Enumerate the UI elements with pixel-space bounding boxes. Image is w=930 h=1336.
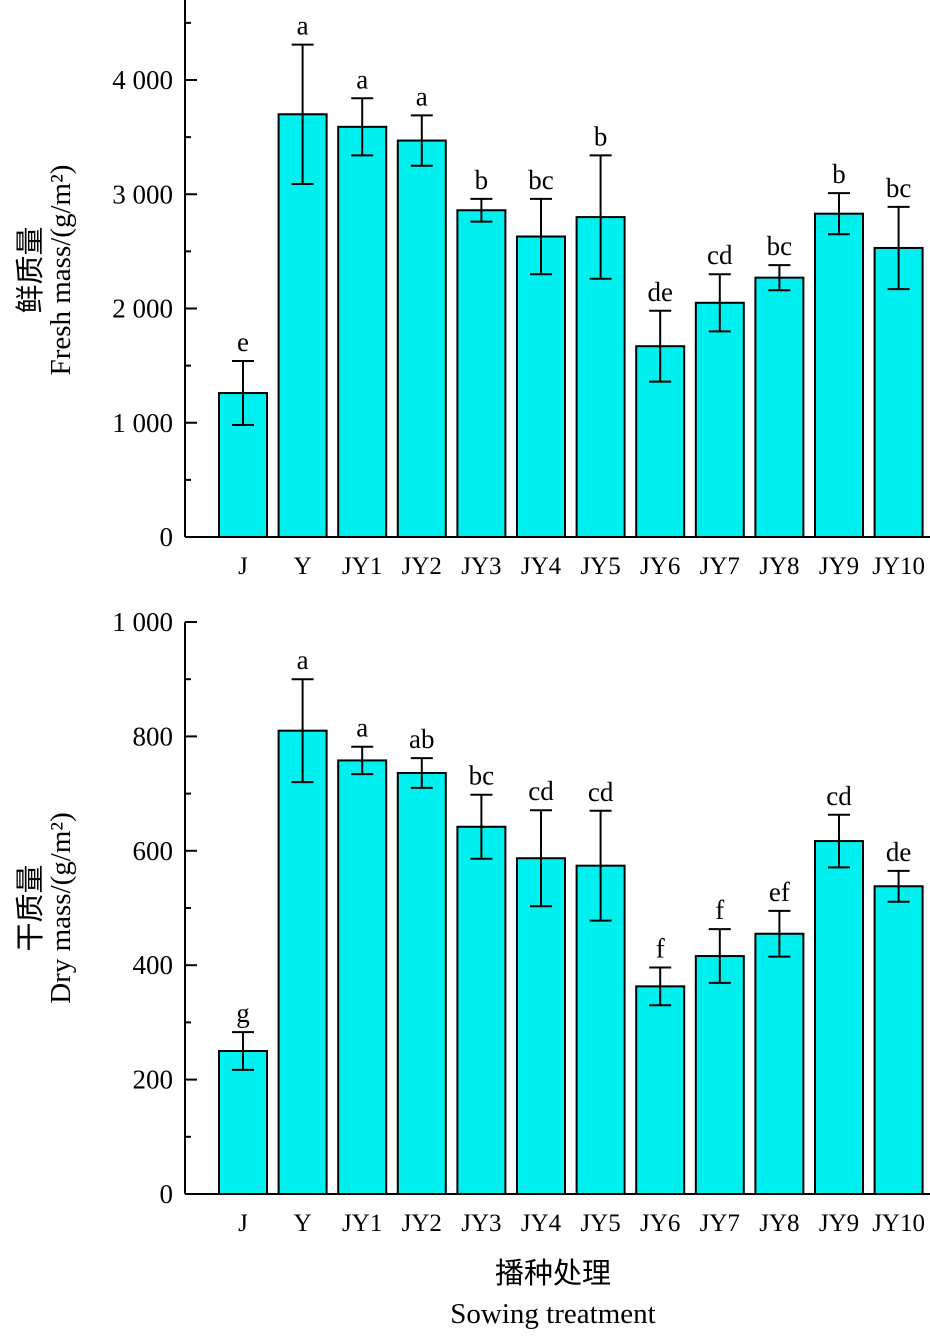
dry-sig-label-JY7: f xyxy=(715,895,724,925)
fresh-category-label: JY8 xyxy=(759,553,799,580)
fresh-sig-label-JY4: bc xyxy=(528,165,554,195)
dry-sig-label-Y: a xyxy=(297,645,309,675)
dry-category-label: JY9 xyxy=(819,1210,859,1237)
dry-category-label: JY7 xyxy=(700,1210,740,1237)
dry-category-label: JY5 xyxy=(580,1210,620,1237)
fresh-mass-chart: 鲜质量 Fresh mass/(g/m²) 0 1 000 2 000 3 000 4 … xyxy=(14,0,930,580)
dry-sig-label-JY1: a xyxy=(356,713,368,743)
fresh-ytick-label: 0 xyxy=(160,522,174,552)
dry-sig-label-JY6: f xyxy=(656,933,665,963)
fresh-ytick-label: 1 000 xyxy=(112,408,173,438)
dry-bar-JY3 xyxy=(456,825,507,1195)
dry-bar-JY10 xyxy=(873,885,924,1195)
dry-category-label: JY10 xyxy=(872,1210,925,1237)
fresh-ylabel-cn: 鲜质量 xyxy=(14,226,47,313)
xlabel: Sowing treatment xyxy=(450,1298,655,1330)
dry-category-label: Y xyxy=(294,1210,312,1237)
fresh-sig-label-JY10: bc xyxy=(886,173,912,203)
fresh-sig-label-Y: a xyxy=(297,11,309,41)
dry-sig-label-JY3: bc xyxy=(469,761,495,791)
fresh-sig-label-JY7: cd xyxy=(707,240,733,270)
fresh-category-label: JY1 xyxy=(342,553,382,580)
dry-bar-JY8 xyxy=(754,932,805,1195)
fresh-category-label: JY4 xyxy=(521,553,562,580)
dry-bar-J xyxy=(218,1050,268,1195)
fresh-ytick-label: 3 000 xyxy=(112,179,173,209)
fresh-ylabel: Fresh mass/(g/m²) xyxy=(45,165,77,376)
dry-sig-label-JY5: cd xyxy=(588,777,614,807)
fresh-bar-JY7 xyxy=(694,301,745,538)
dry-category-label: JY1 xyxy=(342,1210,382,1237)
fresh-category-label: JY7 xyxy=(700,553,740,580)
fresh-bar-JY8 xyxy=(754,276,805,538)
dry-category-label: JY4 xyxy=(521,1210,562,1237)
fresh-category-label: Y xyxy=(294,553,312,580)
dry-bar-JY7 xyxy=(694,955,745,1195)
dry-category-label: J xyxy=(238,1210,248,1237)
dry-ytick-label: 200 xyxy=(133,1065,174,1095)
fresh-category-label: JY9 xyxy=(819,553,859,580)
fresh-bar-JY10 xyxy=(873,246,924,538)
dry-sig-label-JY9: cd xyxy=(826,781,852,811)
dry-bar-JY4 xyxy=(516,857,566,1196)
fresh-sig-label-JY1: a xyxy=(356,64,368,94)
fresh-category-label: JY6 xyxy=(640,553,680,580)
dry-bar-JY6 xyxy=(635,985,686,1196)
dry-ytick-label: 800 xyxy=(133,721,174,751)
fresh-sig-label-J: e xyxy=(237,327,249,357)
dry-sig-label-JY2: ab xyxy=(409,724,434,754)
fresh-bar-JY1 xyxy=(337,125,388,538)
dry-category-label: JY8 xyxy=(759,1210,799,1237)
fresh-sig-label-JY6: de xyxy=(647,277,673,307)
fresh-bar-JY4 xyxy=(516,235,566,539)
fresh-category-label: JY3 xyxy=(461,553,501,580)
dry-category-label: JY2 xyxy=(402,1210,442,1237)
dry-sig-label-JY8: ef xyxy=(769,877,790,907)
fresh-bar-JY2 xyxy=(396,139,447,539)
dry-category-label: JY6 xyxy=(640,1210,680,1237)
fresh-category-label: J xyxy=(238,553,248,580)
dry-bar-Y xyxy=(277,729,328,1195)
fresh-bar-JY3 xyxy=(456,209,507,538)
dry-ylabel: Dry mass/(g/m²) xyxy=(45,812,77,1004)
dry-sig-label-JY4: cd xyxy=(528,776,554,806)
fresh-ytick-label: 2 000 xyxy=(112,294,173,324)
dry-category-label: JY3 xyxy=(461,1210,501,1237)
fresh-sig-label-JY3: b xyxy=(475,165,489,195)
fresh-sig-label-JY8: bc xyxy=(767,231,793,261)
fresh-sig-label-JY5: b xyxy=(594,121,608,151)
dry-ytick-label: 600 xyxy=(133,836,174,866)
dry-ytick-label: 1 000 xyxy=(112,607,173,637)
fresh-category-label: JY5 xyxy=(580,553,620,580)
fresh-sig-label-JY9: b xyxy=(832,159,846,189)
dry-bar-JY9 xyxy=(814,840,864,1195)
dry-mass-chart: 干质量 Dry mass/(g/m²) 0 200 400 600 800 1 000 g J… xyxy=(14,607,930,1237)
fresh-category-label: JY10 xyxy=(872,553,925,580)
dry-bar-JY1 xyxy=(337,759,388,1195)
dry-sig-label-JY10: de xyxy=(886,837,912,867)
dry-ytick-label: 0 xyxy=(160,1179,174,1209)
dry-sig-label-J: g xyxy=(236,998,250,1028)
fresh-sig-label-JY2: a xyxy=(416,81,428,111)
fresh-bar-JY9 xyxy=(814,212,864,539)
dry-ylabel-cn: 干质量 xyxy=(14,864,47,951)
fresh-ytick-label: 4 000 xyxy=(112,65,173,95)
dry-ytick-label: 400 xyxy=(133,950,174,980)
xlabel-cn: 播种处理 xyxy=(495,1257,611,1290)
fresh-category-label: JY2 xyxy=(402,553,442,580)
dry-bar-JY2 xyxy=(396,772,447,1195)
